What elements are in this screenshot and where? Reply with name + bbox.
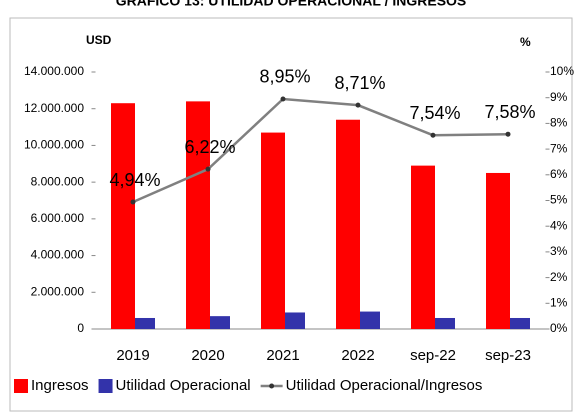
point	[130, 199, 136, 205]
bar	[336, 119, 360, 329]
x-tick-label: 2019	[116, 347, 149, 364]
data-label: 7,58%	[484, 102, 535, 122]
y2-axis-label: %	[520, 35, 531, 49]
y2-tick-label: 3%	[550, 244, 568, 258]
bar	[360, 311, 380, 329]
bar	[510, 317, 530, 329]
line	[132, 97, 509, 204]
y-tick-label: 6.000.000	[31, 211, 85, 225]
bar	[111, 103, 135, 329]
chart-title: GRÁFICO 13: UTILIDAD OPERACIONAL / INGRE…	[116, 0, 467, 9]
x-tick-label: 2020	[191, 347, 224, 364]
legend-swatch	[98, 379, 113, 393]
bar	[210, 316, 230, 329]
y-tick-label: 8.000.000	[31, 174, 85, 188]
x-tick-label: 2022	[341, 347, 374, 364]
y2-tick-label: 10%	[550, 64, 574, 78]
point	[505, 131, 511, 137]
y-axis-label: USD	[86, 33, 112, 47]
y-tick-label: 4.000.000	[31, 248, 85, 262]
y2-tick-label: 2%	[550, 270, 568, 284]
y2-tick-label: 9%	[550, 90, 568, 104]
point	[430, 132, 436, 138]
y2-tick-label: 0%	[550, 321, 568, 335]
y-tick-label: 2.000.000	[31, 284, 85, 298]
data-label: 7,54%	[409, 103, 460, 123]
data-label: 8,71%	[334, 73, 385, 93]
data-label: 4,94%	[109, 170, 160, 190]
data-label: 8,95%	[259, 67, 310, 87]
legend-label: Ingresos	[31, 377, 89, 394]
bar	[435, 317, 455, 329]
x-tick-label: sep-23	[485, 347, 531, 364]
y2-tick-label: 5%	[550, 193, 568, 207]
y2-tick-label: 1%	[550, 295, 568, 309]
x-tick-label: sep-22	[410, 347, 456, 364]
point	[205, 166, 211, 172]
x-tick-label: 2021	[266, 347, 299, 364]
y-tick-label: 14.000.000	[24, 64, 84, 78]
legend-swatch	[269, 383, 275, 389]
bar	[486, 172, 510, 329]
data-label: 6,22%	[184, 137, 235, 157]
legend-label: Utilidad Operacional	[116, 377, 251, 394]
y2-tick-label: 4%	[550, 218, 568, 232]
y2-tick-label: 8%	[550, 116, 568, 130]
frame	[9, 17, 573, 412]
y-tick-label: 12.000.000	[24, 101, 84, 115]
legend-swatch	[14, 379, 28, 393]
legend-label: Utilidad Operacional/Ingresos	[286, 377, 483, 394]
point	[280, 96, 286, 102]
y2-tick-label: 6%	[550, 167, 568, 181]
point	[355, 102, 361, 108]
bar	[285, 312, 305, 329]
bar	[411, 165, 435, 329]
bar	[186, 101, 210, 329]
y-tick-label: 0	[77, 321, 84, 335]
bar	[135, 317, 155, 329]
bar	[261, 132, 285, 329]
y-tick-label: 10.000.000	[24, 138, 84, 152]
y2-tick-label: 7%	[550, 141, 568, 155]
